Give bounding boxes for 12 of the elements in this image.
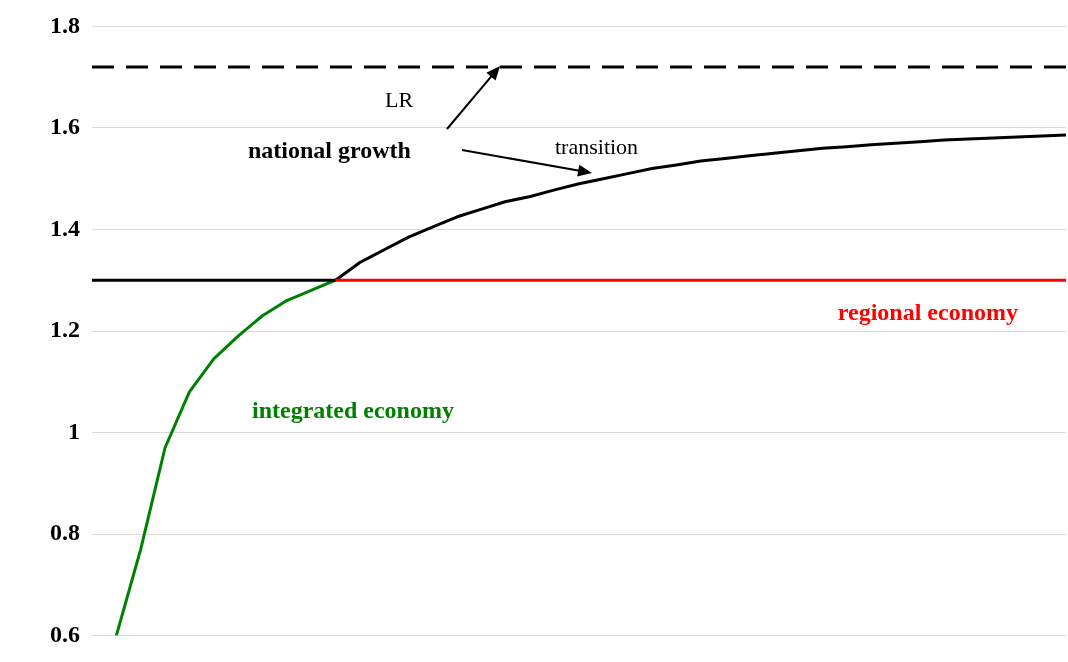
annotation: national growth (248, 137, 411, 164)
series-label: regional economy (837, 299, 1018, 326)
y-tick-label: 1 (68, 417, 80, 444)
ref-line-label: LR (385, 86, 414, 112)
y-tick-label: 1.2 (50, 316, 80, 343)
text: integrated economy (252, 397, 454, 424)
y-tick-label: 1.6 (50, 113, 80, 140)
y-tick-label: 1.4 (50, 214, 80, 241)
y-tick-label: 0.6 (50, 620, 80, 647)
y-tick-label: 0.8 (50, 519, 80, 546)
annotation: transition (555, 133, 639, 159)
y-tick-label: 1.8 (50, 11, 80, 38)
